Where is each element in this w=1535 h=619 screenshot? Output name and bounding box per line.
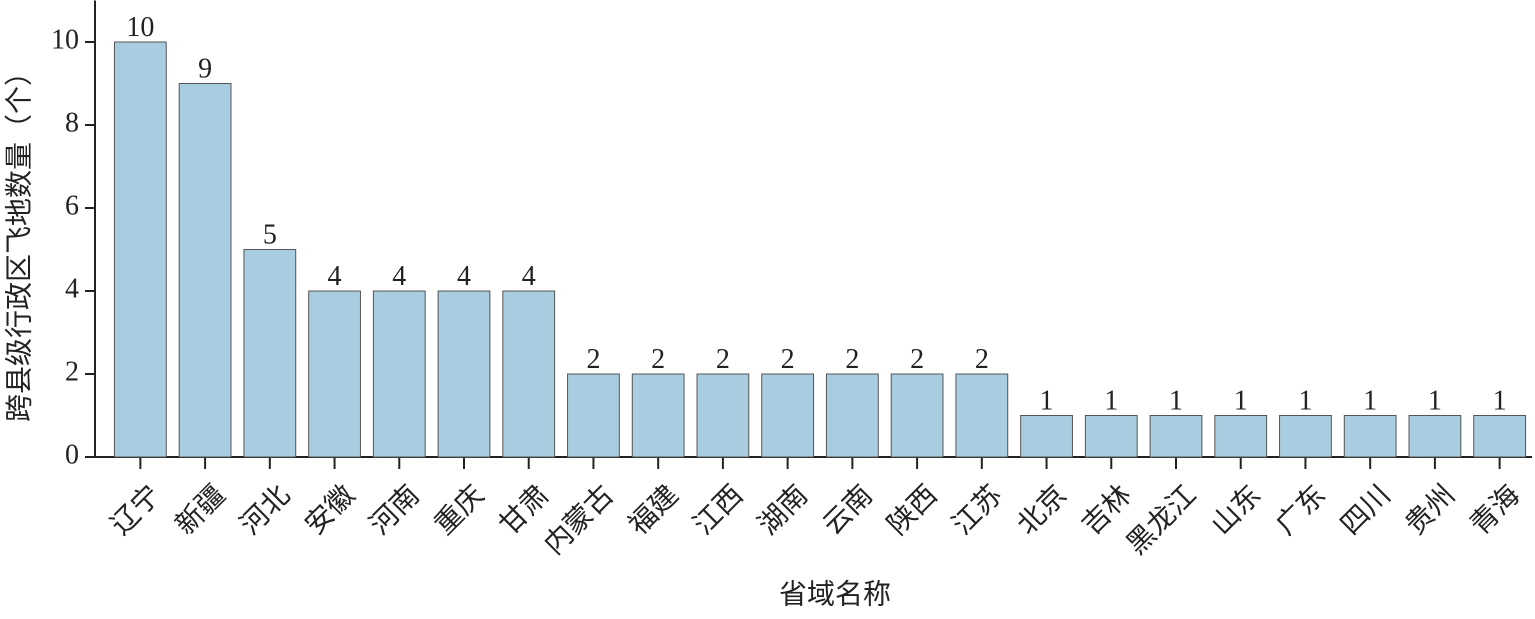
bar <box>1214 415 1268 458</box>
bar <box>113 41 167 458</box>
x-tick-label: 贵州 <box>1399 479 1461 541</box>
bar <box>1343 415 1397 458</box>
x-tick-label: 黑龙江 <box>1120 479 1202 561</box>
x-tick-label: 新疆 <box>169 479 231 541</box>
value-label: 1 <box>1298 386 1312 417</box>
x-tick-label: 陕西 <box>881 479 943 541</box>
value-label: 2 <box>651 344 665 375</box>
y-tick-label: 2 <box>65 356 79 387</box>
value-label: 1 <box>1169 386 1183 417</box>
y-tick-label: 6 <box>65 190 79 221</box>
value-label: 4 <box>457 261 471 292</box>
value-label: 2 <box>781 344 795 375</box>
y-tick-label: 0 <box>65 439 79 470</box>
x-axis-label: 省域名称 <box>779 578 891 610</box>
x-tick-label: 辽宁 <box>105 479 167 541</box>
x-tick-label: 四川 <box>1335 480 1397 542</box>
value-label: 10 <box>126 12 154 43</box>
value-label: 9 <box>198 54 212 85</box>
value-label: 2 <box>845 344 859 375</box>
value-label: 2 <box>910 344 924 375</box>
x-tick-label: 山东 <box>1205 479 1267 541</box>
y-tick-label: 8 <box>65 107 79 138</box>
value-label: 4 <box>522 261 536 292</box>
bar <box>761 373 815 458</box>
value-label: 2 <box>716 344 730 375</box>
value-label: 5 <box>263 220 277 251</box>
x-tick-label: 广东 <box>1270 479 1332 541</box>
bar <box>890 373 944 458</box>
x-tick-label: 河北 <box>235 480 297 542</box>
value-label: 1 <box>1104 386 1118 417</box>
x-tick-label: 河南 <box>364 479 426 541</box>
bar <box>955 373 1009 458</box>
bar <box>243 249 297 458</box>
x-tick-label: 云南 <box>817 479 879 541</box>
y-tick-label: 10 <box>51 24 79 55</box>
x-tick-label: 福建 <box>622 479 684 541</box>
bar <box>1279 415 1332 458</box>
bar <box>372 290 426 458</box>
x-tick-label: 安徽 <box>299 479 361 541</box>
bar <box>178 83 232 458</box>
value-label: 2 <box>975 344 989 375</box>
bar <box>1408 415 1462 458</box>
x-tick-label: 重庆 <box>428 479 490 541</box>
bar <box>1084 415 1138 458</box>
y-axis-label: 跨县级行政区飞地数量（个） <box>3 58 35 422</box>
bar <box>1020 415 1073 458</box>
bar <box>1473 415 1527 458</box>
value-label: 2 <box>586 344 600 375</box>
bar <box>437 290 491 458</box>
bar <box>308 290 361 458</box>
value-label: 1 <box>1493 386 1507 417</box>
x-tick-label: 江西 <box>687 479 749 541</box>
x-tick-label: 湖南 <box>752 479 814 541</box>
x-tick-label: 内蒙古 <box>538 479 620 561</box>
value-label: 1 <box>1234 386 1248 417</box>
x-tick-label: 青海 <box>1464 479 1526 541</box>
x-tick-label: 江苏 <box>946 479 1008 541</box>
bar <box>696 373 750 458</box>
bar <box>502 290 556 458</box>
value-label: 4 <box>392 261 406 292</box>
bar <box>1149 415 1203 458</box>
value-label: 1 <box>1363 386 1377 417</box>
y-tick-label: 4 <box>65 273 79 304</box>
bar <box>631 373 685 458</box>
bar <box>825 373 879 458</box>
value-label: 1 <box>1040 386 1054 417</box>
value-label: 4 <box>328 261 342 292</box>
x-tick-label: 北京 <box>1011 479 1073 541</box>
value-label: 1 <box>1428 386 1442 417</box>
bar <box>567 373 620 458</box>
